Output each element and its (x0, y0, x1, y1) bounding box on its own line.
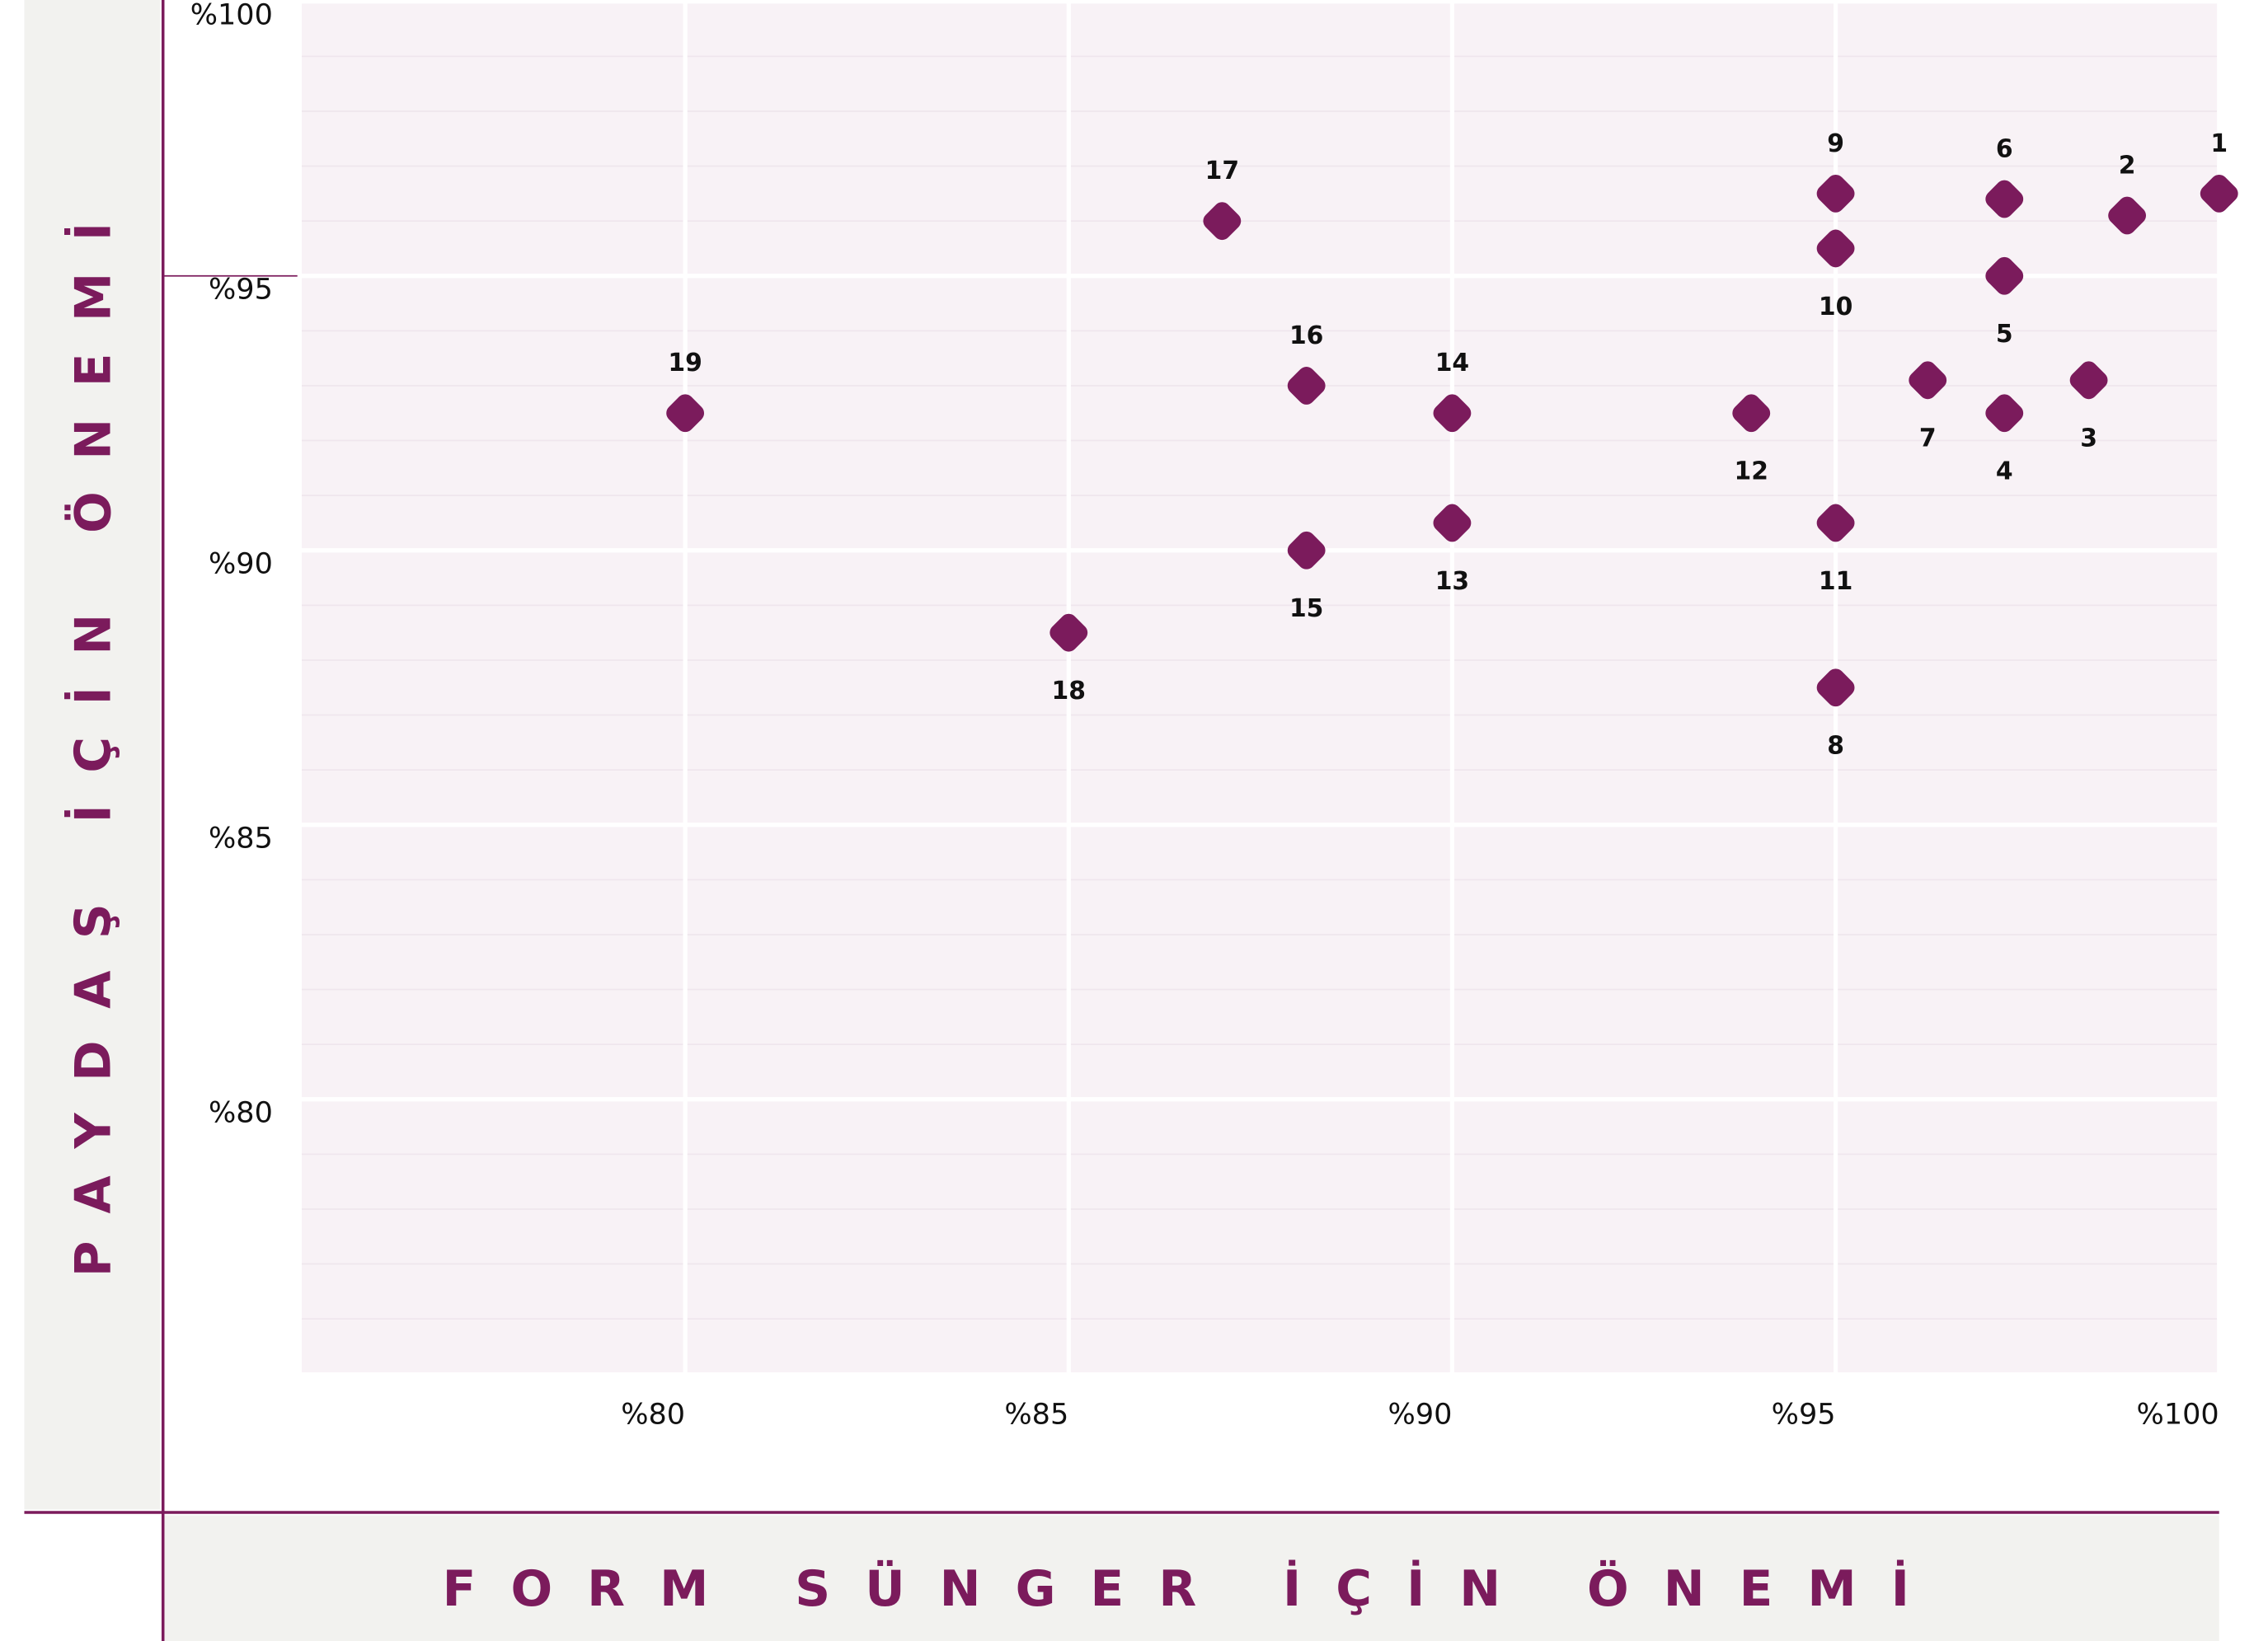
y-tick-label: %95 (209, 272, 273, 306)
data-point (2108, 196, 2147, 235)
x-tick-label: %80 (621, 1398, 685, 1432)
data-point (2200, 174, 2238, 213)
data-point (1816, 174, 1855, 213)
point-label: 6 (1996, 134, 2013, 163)
point-label: 11 (1819, 567, 1852, 596)
point-label: 5 (1996, 320, 2013, 349)
data-point (666, 394, 705, 433)
x-tick-label: %95 (1772, 1398, 1836, 1432)
point-label: 10 (1819, 293, 1852, 321)
y-tick-label: %90 (209, 546, 273, 580)
data-point (1433, 394, 1472, 433)
plot-area (301, 0, 2219, 1373)
point-label: 3 (2080, 424, 2097, 453)
data-point (1433, 504, 1472, 542)
data-point (2069, 361, 2108, 400)
point-label: 15 (1289, 594, 1323, 623)
point-label: 13 (1435, 567, 1469, 596)
data-point (1049, 613, 1088, 652)
x-tick-label: %100 (2137, 1398, 2219, 1432)
data-point (1816, 668, 1855, 707)
data-point (1985, 256, 2024, 295)
data-point (1816, 229, 1855, 268)
data-point (1287, 367, 1326, 405)
y-tick-label: %80 (209, 1095, 273, 1129)
point-label: 17 (1205, 157, 1239, 185)
y-title-band (24, 0, 161, 1510)
data-point (1287, 531, 1326, 570)
point-label: 14 (1435, 349, 1469, 377)
data-point (1985, 180, 2024, 218)
x-tick-label: %90 (1388, 1398, 1453, 1432)
y-tick-label: %100 (190, 0, 273, 31)
point-label: 9 (1827, 129, 1844, 158)
point-label: 4 (1996, 457, 2013, 486)
point-label: 12 (1735, 457, 1768, 486)
point-label: 7 (1919, 424, 1937, 453)
point-label: 2 (2119, 151, 2136, 180)
data-point (1816, 504, 1855, 542)
point-label: 18 (1052, 677, 1086, 706)
data-point (1732, 394, 1771, 433)
point-label: 16 (1289, 321, 1323, 350)
x-title-band (162, 1515, 2219, 1641)
x-tick-label: %85 (1004, 1398, 1068, 1432)
data-point (1203, 202, 1242, 241)
point-label: 19 (668, 349, 702, 377)
data-point (1985, 394, 2024, 433)
y-axis-title: PAYDAŞ İÇİN ÖNEMİ (63, 190, 123, 1277)
data-point (1909, 361, 1947, 400)
point-label: 1 (2210, 129, 2228, 158)
point-label: 8 (1827, 732, 1844, 761)
x-axis-title: FORM SÜNGER İÇİN ÖNEMİ (443, 1559, 1944, 1618)
y-tick-label: %85 (209, 821, 273, 855)
